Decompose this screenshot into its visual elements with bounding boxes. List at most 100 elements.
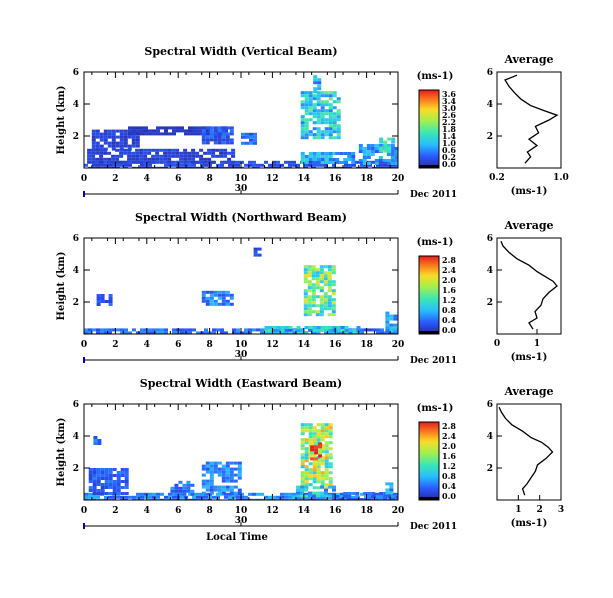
data-cell <box>313 90 318 94</box>
data-cell <box>389 329 394 333</box>
data-cell <box>103 138 108 142</box>
data-cell <box>115 160 120 164</box>
data-cell <box>320 100 325 104</box>
data-cell <box>112 489 117 492</box>
data-cell <box>316 438 321 442</box>
average-x-tick-label: 1 <box>534 339 540 349</box>
data-cell <box>362 150 367 153</box>
data-cell <box>245 135 249 139</box>
data-cell <box>159 148 164 152</box>
data-cell <box>300 432 305 436</box>
data-cell <box>213 135 218 139</box>
data-cell <box>304 450 309 454</box>
data-cell <box>391 146 396 150</box>
data-cell <box>116 166 120 168</box>
data-cell <box>324 474 329 478</box>
data-cell <box>192 126 196 130</box>
data-cell <box>316 468 321 472</box>
data-cell <box>209 129 214 133</box>
data-cell <box>205 299 210 303</box>
data-cell <box>328 161 333 164</box>
data-cell <box>124 483 129 486</box>
data-cell <box>207 148 212 152</box>
colorbar-band <box>419 464 439 468</box>
data-cell <box>203 160 208 164</box>
data-cell <box>119 154 124 158</box>
colorbar: 2.82.42.01.61.20.80.40.0(ms-1) <box>417 403 457 501</box>
data-cell <box>304 471 309 475</box>
data-cell <box>232 163 236 167</box>
data-cell <box>324 486 329 490</box>
data-cell <box>316 100 321 104</box>
data-cell <box>120 480 125 483</box>
data-region <box>313 75 322 94</box>
data-cell <box>308 494 312 498</box>
data-cell <box>253 247 258 251</box>
data-cell <box>178 489 183 493</box>
data-cell <box>320 480 325 484</box>
data-cell <box>304 166 308 168</box>
data-region <box>201 126 234 145</box>
data-cell <box>394 147 398 150</box>
data-cell <box>364 163 368 167</box>
colorbar-band <box>419 310 439 314</box>
data-cell <box>307 313 312 317</box>
data-cell <box>217 491 222 495</box>
data-cell <box>120 471 125 474</box>
data-cell <box>195 154 200 158</box>
data-cell <box>172 163 176 167</box>
data-cell <box>115 148 120 152</box>
data-cell <box>209 299 214 303</box>
data-cell <box>201 479 206 483</box>
data-cell <box>332 100 337 104</box>
data-cell <box>167 151 172 155</box>
data-cell <box>324 468 329 472</box>
data-region <box>310 442 323 461</box>
data-cell <box>328 133 333 137</box>
heatmap-data <box>84 423 398 500</box>
data-cell <box>319 304 324 308</box>
data-cell <box>224 331 228 334</box>
data-cell <box>336 109 341 113</box>
data-cell <box>356 166 360 168</box>
average-y-tick-label: 4 <box>487 100 493 110</box>
data-cell <box>97 442 102 445</box>
data-cell <box>307 268 312 272</box>
data-cell <box>174 492 179 496</box>
data-cell <box>244 163 248 167</box>
data-cell <box>280 326 285 329</box>
data-cell <box>92 468 97 471</box>
data-cell <box>107 132 112 136</box>
data-cell <box>315 283 320 287</box>
data-cell <box>233 467 238 471</box>
data-cell <box>366 147 371 150</box>
data-cell <box>351 492 356 495</box>
data-cell <box>312 136 317 140</box>
data-cell <box>260 328 264 332</box>
data-cell <box>228 166 232 168</box>
colorbar-band <box>419 289 439 292</box>
data-cell <box>163 151 168 155</box>
data-cell <box>205 126 210 130</box>
data-cell <box>91 151 96 155</box>
data-cell <box>276 498 280 500</box>
data-cell <box>331 298 336 302</box>
data-cell <box>213 464 218 468</box>
data-cell <box>280 495 284 499</box>
data-cell <box>107 141 112 145</box>
colorbar-band <box>419 130 439 134</box>
data-cell <box>311 304 316 308</box>
data-cell <box>316 103 321 107</box>
x-tick-label: 0 <box>81 174 87 184</box>
colorbar-band <box>419 99 439 103</box>
data-cell <box>180 328 184 332</box>
data-cell <box>315 310 320 314</box>
data-cell <box>123 129 128 133</box>
data-cell <box>392 331 396 334</box>
colorbar-band <box>419 298 439 302</box>
data-cell <box>245 141 249 145</box>
data-cell <box>104 166 108 168</box>
data-cell <box>91 138 96 142</box>
data-cell <box>284 495 288 499</box>
data-cell <box>112 166 116 168</box>
